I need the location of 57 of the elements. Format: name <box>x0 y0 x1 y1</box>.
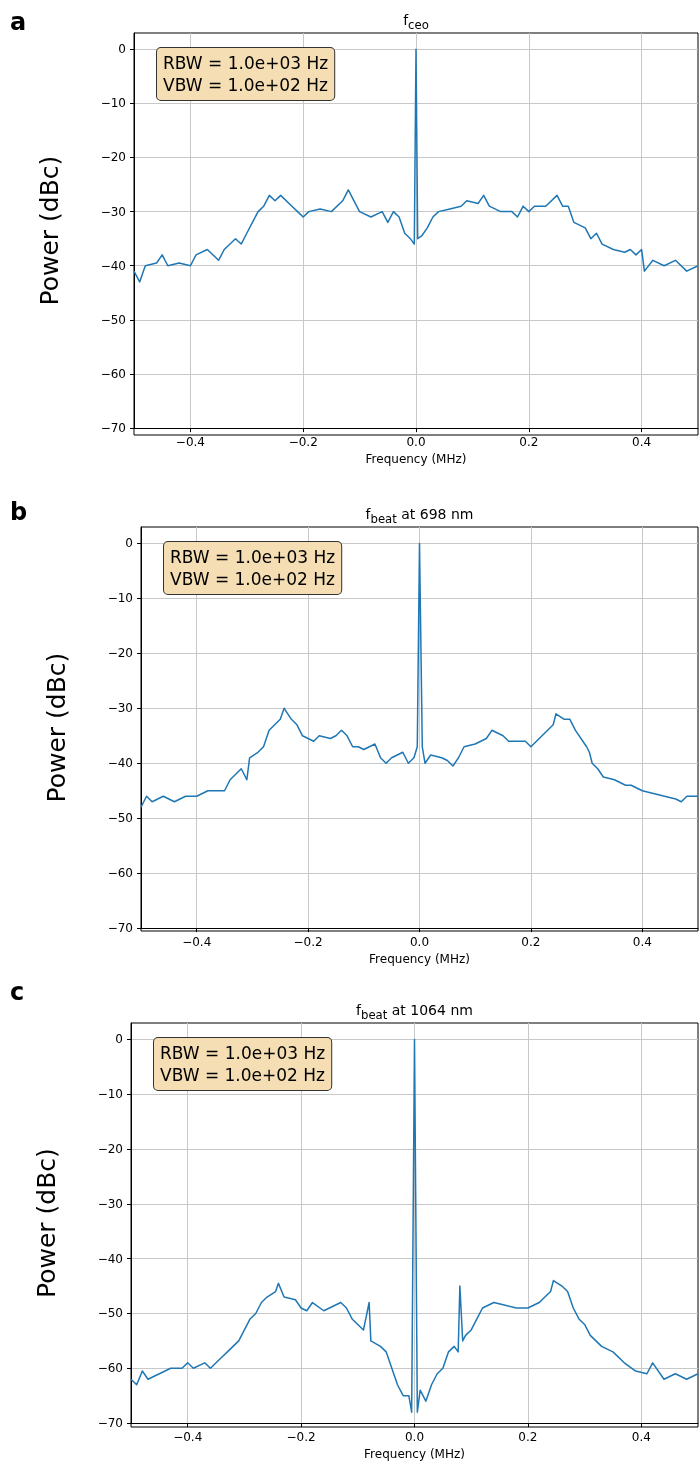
x-tick-label: 0.4 <box>632 435 652 450</box>
y-tick-label: 0 <box>115 1032 123 1047</box>
x-tick-label: 0.2 <box>519 435 539 450</box>
y-tick-label: −10 <box>107 591 133 606</box>
text: c <box>10 978 25 1006</box>
x-tick-label: −0.2 <box>288 435 318 450</box>
x-tick-label: 0.0 <box>406 435 426 450</box>
line-series <box>140 542 699 808</box>
y-tick-label: −50 <box>97 1306 123 1321</box>
y-tick-label: −10 <box>97 1087 123 1102</box>
x-tick-label: −0.4 <box>175 435 205 450</box>
x-tick-label: 0.2 <box>521 935 541 950</box>
y-tick-label: −30 <box>97 1196 123 1211</box>
y-tick-label: 0 <box>118 42 126 57</box>
text: b <box>10 498 28 526</box>
x-tick-label: 0.4 <box>632 935 652 950</box>
y-tick-label: −20 <box>100 150 126 165</box>
y-tick-label: −50 <box>107 811 133 826</box>
y-axis-title: Power (dBc) <box>32 1148 61 1298</box>
annotation: RBW = 1.0e+03 Hz VBW = 1.0e+02 Hz <box>160 1043 326 1085</box>
y-tick-label: −10 <box>100 96 126 111</box>
text: a <box>10 8 27 36</box>
chart-title: f$_{beat}$ at 1064 nm <box>355 1001 474 1024</box>
chart-title: f$_{beat}$ at 698 nm <box>364 505 475 528</box>
y-tick-label: −70 <box>100 421 126 436</box>
y-tick-label: 0 <box>125 536 133 551</box>
line-series <box>130 1038 699 1413</box>
x-tick-label: −0.4 <box>182 935 212 950</box>
y-tick-label: −30 <box>100 204 126 219</box>
y-tick-label: −30 <box>107 701 133 716</box>
x-tick-label: −0.2 <box>293 935 323 950</box>
x-axis-title: Frequency (MHz) <box>365 452 467 466</box>
y-tick-label: −50 <box>100 312 126 327</box>
y-tick-label: −20 <box>97 1142 123 1157</box>
y-tick-label: −60 <box>100 366 126 381</box>
x-tick-label: 0.2 <box>518 1430 538 1445</box>
x-axis-title: Frequency (MHz) <box>364 1447 465 1461</box>
annotation: RBW = 1.0e+03 Hz VBW = 1.0e+02 Hz <box>170 547 336 589</box>
annotation: RBW = 1.0e+03 Hz VBW = 1.0e+02 Hz <box>163 53 329 95</box>
x-tick-label: 0.4 <box>631 1430 651 1445</box>
y-tick-label: −40 <box>100 258 126 273</box>
chart-title: f$_{ceo}$ <box>402 11 430 34</box>
y-axis-title: Power (dBc) <box>35 155 64 306</box>
y-tick-label: −40 <box>107 756 133 771</box>
y-tick-label: −70 <box>97 1416 123 1431</box>
x-tick-label: −0.4 <box>173 1430 203 1445</box>
y-axis-title: Power (dBc) <box>42 652 71 803</box>
line-series <box>133 48 699 283</box>
y-tick-label: −60 <box>107 866 133 881</box>
x-tick-label: 0.0 <box>404 1430 425 1445</box>
y-tick-label: −40 <box>97 1251 123 1266</box>
y-tick-label: −20 <box>107 646 133 661</box>
y-tick-label: −60 <box>97 1361 123 1376</box>
x-tick-label: −0.2 <box>286 1430 316 1445</box>
y-tick-label: −70 <box>107 921 133 936</box>
x-tick-label: 0.0 <box>409 935 430 950</box>
x-axis-title: Frequency (MHz) <box>369 952 470 966</box>
